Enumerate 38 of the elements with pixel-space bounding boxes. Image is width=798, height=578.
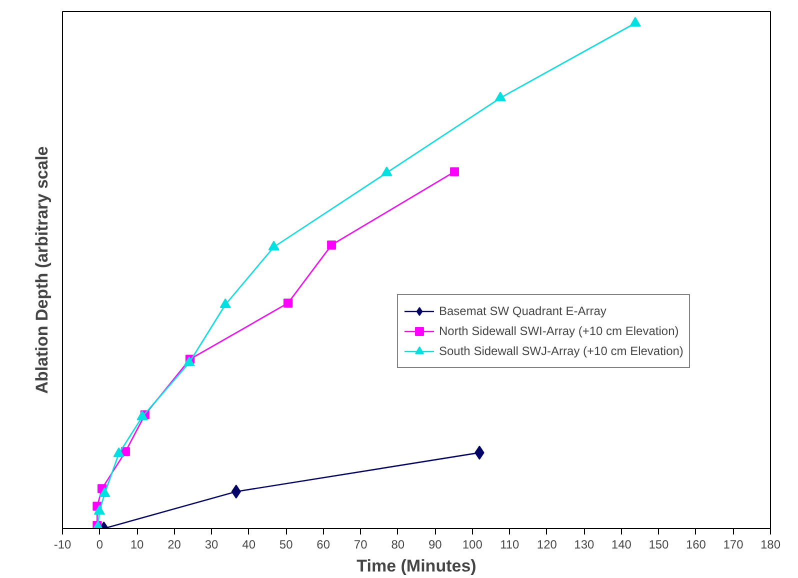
point bbox=[381, 166, 392, 176]
x-tick-label: 0 bbox=[96, 538, 104, 552]
point bbox=[268, 240, 280, 250]
point bbox=[94, 505, 105, 515]
x-tick-label: 10 bbox=[130, 538, 144, 552]
x-tick-label: 170 bbox=[723, 538, 744, 552]
point bbox=[113, 447, 124, 458]
x-axis-title: Time (Minutes) bbox=[356, 556, 476, 576]
x-tick-label: 160 bbox=[686, 538, 706, 552]
x-tick-label: 30 bbox=[204, 538, 219, 552]
x-tick-label: 140 bbox=[611, 538, 632, 552]
x-tick-label: 70 bbox=[354, 538, 368, 552]
point bbox=[184, 356, 195, 366]
point bbox=[450, 167, 460, 176]
x-tick-label: -10 bbox=[54, 538, 72, 552]
x-tick-label: 40 bbox=[242, 538, 256, 552]
x-tick-label: 20 bbox=[168, 538, 182, 552]
x-tick-label: 130 bbox=[574, 538, 595, 552]
point bbox=[630, 16, 641, 27]
legend-label: South Sidewall SWJ-Array (+10 cm Elevation) bbox=[439, 344, 684, 358]
y-axis-title: Ablation Depth (arbitrary scale bbox=[32, 146, 52, 394]
x-tick-label: 60 bbox=[316, 538, 330, 552]
point bbox=[220, 298, 231, 308]
legend-label: North Sidewall SWI-Array (+10 cm Elevation) bbox=[439, 324, 679, 338]
legend-label: Basemat SW Quadrant E-Array bbox=[439, 304, 606, 318]
x-tick-label: 80 bbox=[391, 538, 405, 552]
point bbox=[136, 410, 148, 420]
x-tick-label: 100 bbox=[462, 538, 483, 552]
point bbox=[494, 92, 506, 102]
x-tick-label: 150 bbox=[648, 538, 670, 552]
x-tick-label: 180 bbox=[760, 538, 781, 552]
x-tick-label: 120 bbox=[536, 538, 558, 552]
point bbox=[283, 298, 292, 308]
x-tick-label: 50 bbox=[279, 538, 294, 552]
point bbox=[99, 487, 110, 498]
x-tick-label: 110 bbox=[500, 538, 520, 552]
point bbox=[327, 240, 336, 250]
x-tick-label: 90 bbox=[428, 538, 442, 552]
